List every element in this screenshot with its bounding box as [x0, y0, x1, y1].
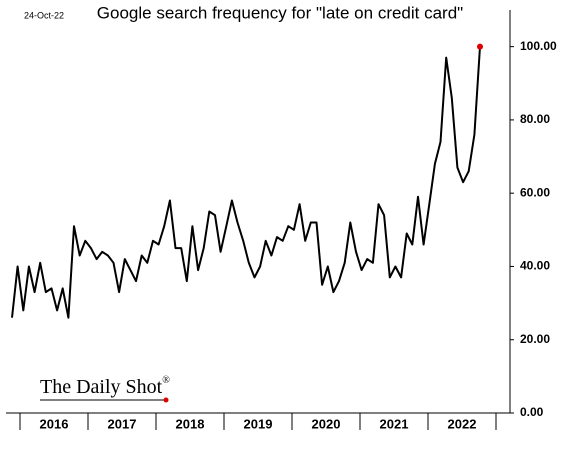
y-tick-label: 60.00	[520, 185, 550, 199]
x-tick-label: 2020	[312, 416, 341, 431]
x-tick-label: 2022	[448, 416, 477, 431]
y-tick-label: 20.00	[520, 332, 550, 346]
watermark-dot	[163, 397, 169, 403]
y-tick-label: 100.00	[520, 39, 557, 53]
y-tick-label: 0.00	[520, 405, 544, 419]
x-tick-label: 2017	[108, 416, 137, 431]
x-tick-label: 2019	[244, 416, 273, 431]
date-label: 24-Oct-22	[24, 10, 64, 20]
x-tick-label: 2021	[380, 416, 409, 431]
line-series	[11, 46, 481, 319]
chart-title: Google search frequency for "late on cre…	[97, 3, 463, 22]
y-tick-label: 80.00	[520, 112, 550, 126]
watermark-mark: ®	[162, 375, 170, 386]
x-tick-label: 2018	[176, 416, 205, 431]
y-tick-label: 40.00	[520, 259, 550, 273]
last-point	[477, 43, 483, 50]
x-tick-label: 2016	[40, 416, 69, 431]
watermark: The Daily Shot®	[40, 375, 170, 397]
watermark-name: The Daily Shot	[40, 376, 163, 398]
